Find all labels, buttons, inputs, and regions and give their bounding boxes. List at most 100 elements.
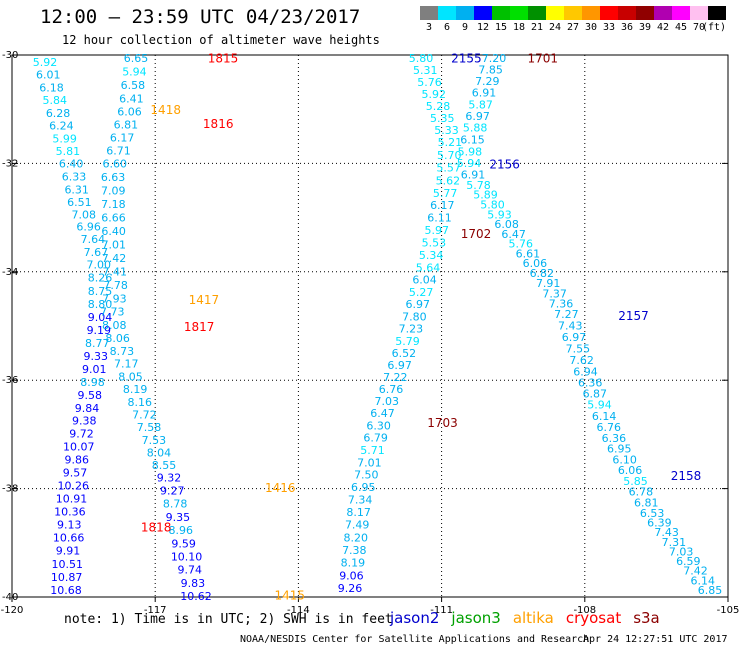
wave-height-value: 7.50 [354, 469, 379, 482]
wave-height-value: 6.04 [412, 274, 437, 287]
wave-height-value: 6.66 [101, 211, 126, 224]
wave-height-value: 5.70 [437, 149, 462, 162]
wave-height-value: 5.31 [413, 64, 438, 77]
wave-height-value: 5.88 [463, 122, 488, 135]
wave-height-value: 8.73 [110, 345, 135, 358]
wave-height-value: 10.62 [180, 590, 212, 603]
wave-height-value: 6.41 [119, 92, 144, 105]
scale-swatch [456, 6, 474, 20]
units-note: note: 1) Time is in UTC; 2) SWH is in fe… [64, 612, 393, 627]
wave-height-value: 7.17 [114, 358, 139, 371]
wave-height-value: 6.95 [351, 481, 376, 494]
wave-height-value: 8.96 [169, 524, 194, 537]
scale-label: 18 [512, 22, 526, 33]
wave-height-value: 9.86 [65, 453, 90, 466]
scale-swatch [708, 6, 726, 20]
pass-time-label: 1703 [427, 416, 458, 430]
satellite-tracks: 5.926.016.185.846.286.245.995.816.406.33… [33, 52, 723, 603]
legend-item-cryosat: cryosat [565, 609, 622, 627]
wave-height-value: 6.96 [76, 221, 101, 234]
wave-height-value: 6.82 [530, 267, 555, 280]
pass-time-label: 1416 [265, 481, 296, 495]
wave-height-value: 9.26 [338, 582, 363, 595]
wave-height-value: 6.40 [59, 158, 84, 171]
wave-height-value: 5.89 [473, 189, 498, 202]
wave-height-value: 5.76 [509, 238, 534, 251]
wave-height-value: 5.62 [436, 174, 461, 187]
scale-label: 24 [548, 22, 562, 33]
wave-height-value: 5.87 [468, 98, 493, 111]
wave-height-value: 9.59 [171, 537, 196, 550]
wave-height-value: 5.33 [434, 124, 459, 137]
wave-height-value: 8.26 [88, 272, 113, 285]
wave-height-value: 6.52 [392, 347, 417, 360]
scale-label: 42 [656, 22, 670, 33]
scale-swatch [654, 6, 672, 20]
wave-height-value: 5.92 [33, 56, 58, 69]
wave-height-value: 7.72 [132, 409, 157, 422]
map-subtitle: 12 hour collection of altimeter wave hei… [62, 33, 380, 47]
pass-time-label: 1816 [203, 117, 234, 131]
wave-height-value: 8.16 [128, 396, 153, 409]
scale-label: 39 [638, 22, 652, 33]
wave-height-value: 7.55 [566, 343, 591, 356]
lat-tick-label: -40 [2, 592, 18, 603]
pass-time-label: 1817 [184, 320, 215, 334]
wave-height-value: 6.81 [634, 496, 659, 509]
wave-height-value: 6.36 [602, 432, 627, 445]
scale-swatch [420, 6, 438, 20]
wave-height-value: 8.04 [147, 446, 172, 459]
wave-height-value: 6.87 [583, 388, 608, 401]
wave-height-value: 6.31 [64, 183, 89, 196]
wave-height-value: 7.73 [100, 306, 125, 319]
wave-height-value: 5.93 [487, 208, 512, 221]
wave-height-value: 7.20 [482, 52, 507, 65]
pass-time-label: 1815 [208, 52, 239, 66]
wave-height-value: 5.99 [52, 132, 77, 145]
wave-height-value: 6.59 [676, 555, 701, 568]
wave-height-value: 7.31 [662, 536, 687, 549]
wave-height-value: 7.22 [383, 371, 408, 384]
wave-height-value: 7.01 [357, 456, 382, 469]
wave-height-value: 7.67 [84, 246, 109, 259]
pass-time-labels: 1815 1816 1418 1417 1817 1416 1818 1415 2155 1701… [141, 52, 701, 603]
wave-height-value: 10.68 [50, 584, 82, 597]
scale-swatch [492, 6, 510, 20]
wave-height-value: 6.47 [370, 407, 395, 420]
scale-label: 21 [530, 22, 544, 33]
wave-height-value: 9.84 [75, 402, 100, 415]
pass-time-label: 1415 [275, 588, 306, 602]
wave-height-value: 7.43 [654, 526, 679, 539]
wave-height-value: 8.06 [105, 332, 130, 345]
wave-height-value: 7.42 [683, 565, 708, 578]
legend-item-s3a: s3a [633, 609, 660, 627]
wave-height-value: 7.58 [137, 421, 162, 434]
wave-height-value: 5.28 [426, 100, 451, 113]
lon-tick-label: -108 [573, 605, 596, 616]
lon-tick-label: -114 [287, 605, 310, 616]
wave-height-value: 5.94 [587, 399, 612, 412]
wave-height-value: 7.27 [554, 308, 579, 321]
wave-height-value: 6.36 [578, 376, 603, 389]
wave-height-value: 6.11 [427, 212, 452, 225]
wave-height-value: 5.21 [438, 136, 463, 149]
wave-height-value: 7.36 [549, 298, 574, 311]
wave-height-value: 5.57 [436, 162, 461, 175]
wave-height-value: 6.91 [461, 168, 486, 181]
wave-height-value: 9.83 [181, 577, 206, 590]
wave-height-value: 6.58 [121, 79, 146, 92]
wave-height-value: 8.75 [88, 285, 113, 298]
wave-height-value: 6.76 [379, 383, 404, 396]
scale-label: 6 [443, 22, 451, 33]
wave-height-value: 5.77 [433, 187, 458, 200]
wave-height-value: 6.10 [612, 453, 637, 466]
wave-height-value: 6.33 [62, 170, 87, 183]
wave-height-value: 6.91 [472, 87, 497, 100]
wave-height-value: 9.06 [339, 569, 364, 582]
lat-lon-grid [12, 55, 728, 597]
satellite-legend: jason2 jason3 altika cryosat s3a [390, 609, 672, 627]
wave-height-value: 6.71 [106, 145, 131, 158]
wave-height-value: 7.03 [374, 395, 399, 408]
scale-unit: (ft) [701, 22, 727, 33]
